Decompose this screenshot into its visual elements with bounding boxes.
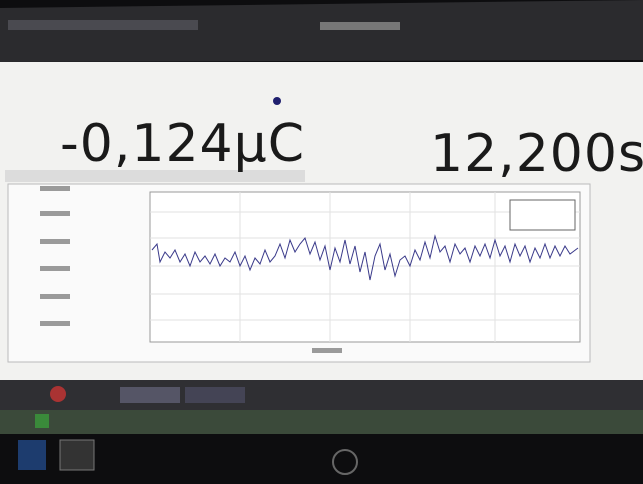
- screen-graphics: [0, 0, 643, 484]
- record-button[interactable]: [50, 386, 66, 402]
- x-axis-title: [312, 348, 342, 353]
- taskbar: [0, 410, 643, 434]
- page: {"readouts": {"charge": "-0,124µC", "tim…: [0, 0, 643, 484]
- title-bar: [0, 0, 643, 62]
- control-bar: [0, 380, 643, 410]
- desktop-icon[interactable]: [60, 440, 94, 470]
- rate-field[interactable]: [120, 387, 180, 403]
- desktop-icon[interactable]: [18, 440, 46, 470]
- taskbar-icon[interactable]: [35, 414, 49, 428]
- menu-strip: [8, 20, 198, 30]
- window-title: [320, 22, 400, 30]
- time-readout: 12,200s: [430, 128, 643, 180]
- plot-legend-box: [510, 200, 575, 230]
- charge-readout: -0,124µC: [60, 118, 305, 170]
- screen: -0,124µC 12,200s: [0, 0, 643, 484]
- status-dot: [273, 97, 281, 105]
- mode-field[interactable]: [185, 387, 245, 403]
